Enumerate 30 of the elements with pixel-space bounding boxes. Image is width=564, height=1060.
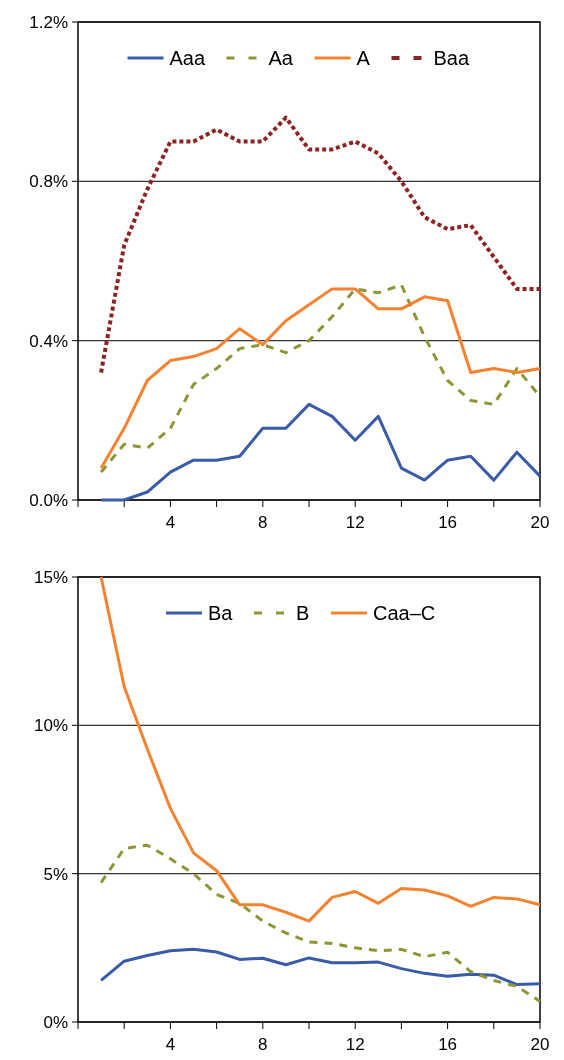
line-series [99, 402, 542, 502]
legend-label: Aa [268, 47, 294, 69]
y-tick-label: 0.4% [29, 331, 68, 351]
x-tick-label: 12 [345, 1035, 365, 1054]
y-tick-label: 0% [43, 1012, 68, 1032]
legend-label: Ba [208, 602, 234, 624]
x-tick-label: 20 [530, 513, 550, 532]
x-tick-label: 20 [530, 1035, 550, 1054]
line-series [99, 115, 542, 375]
y-tick-label: 10% [33, 716, 68, 736]
y-tick-label: 1.2% [29, 12, 68, 32]
x-tick-label: 12 [345, 513, 365, 532]
x-tick-label: 8 [258, 1035, 268, 1054]
y-tick-label: 15% [33, 567, 68, 587]
line-series [99, 575, 542, 923]
legend-label: Baa [433, 47, 470, 69]
legend-label: B [296, 602, 310, 624]
y-tick-label: 0.8% [29, 172, 68, 192]
legend-label: Caa–C [373, 602, 436, 624]
line-series [99, 843, 542, 1003]
legend-label: Aaa [169, 47, 206, 69]
x-tick-label: 4 [165, 513, 176, 532]
x-tick-label: 8 [258, 513, 268, 532]
x-tick-label: 16 [438, 1035, 458, 1054]
y-tick-label: 5% [43, 864, 68, 884]
x-tick-label: 16 [438, 513, 458, 532]
x-tick-label: 4 [165, 1035, 176, 1054]
line-series [99, 947, 542, 987]
legend-label: A [356, 47, 371, 69]
y-tick-label: 0.0% [29, 490, 68, 510]
